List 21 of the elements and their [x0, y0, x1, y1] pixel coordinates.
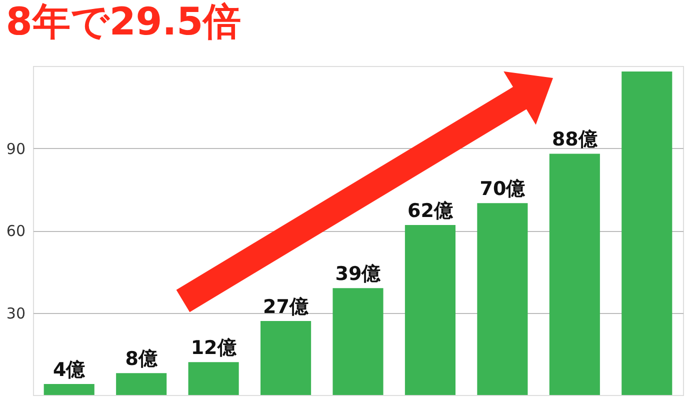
data-label: 8億 [125, 348, 158, 370]
data-label: 88億 [552, 128, 598, 151]
data-label: 70億 [480, 178, 526, 200]
bar [260, 320, 312, 395]
data-label: 27億 [263, 296, 310, 318]
data-label: 4億 [52, 359, 86, 382]
bar [44, 384, 94, 395]
bar [549, 154, 600, 395]
bar [622, 71, 672, 395]
y-tick-label: 30 [6, 304, 26, 322]
y-tick-label: 90 [6, 140, 26, 158]
data-label: 12億 [190, 337, 238, 360]
bar [332, 288, 384, 395]
y-tick-label: 60 [6, 222, 26, 240]
chart-title: 8年で29.5倍 [6, 0, 242, 44]
data-label: 62億 [407, 200, 454, 222]
bar [404, 225, 456, 395]
bar [188, 362, 239, 395]
data-label: 39億 [335, 263, 382, 286]
bar [477, 203, 528, 395]
bar [116, 373, 167, 395]
